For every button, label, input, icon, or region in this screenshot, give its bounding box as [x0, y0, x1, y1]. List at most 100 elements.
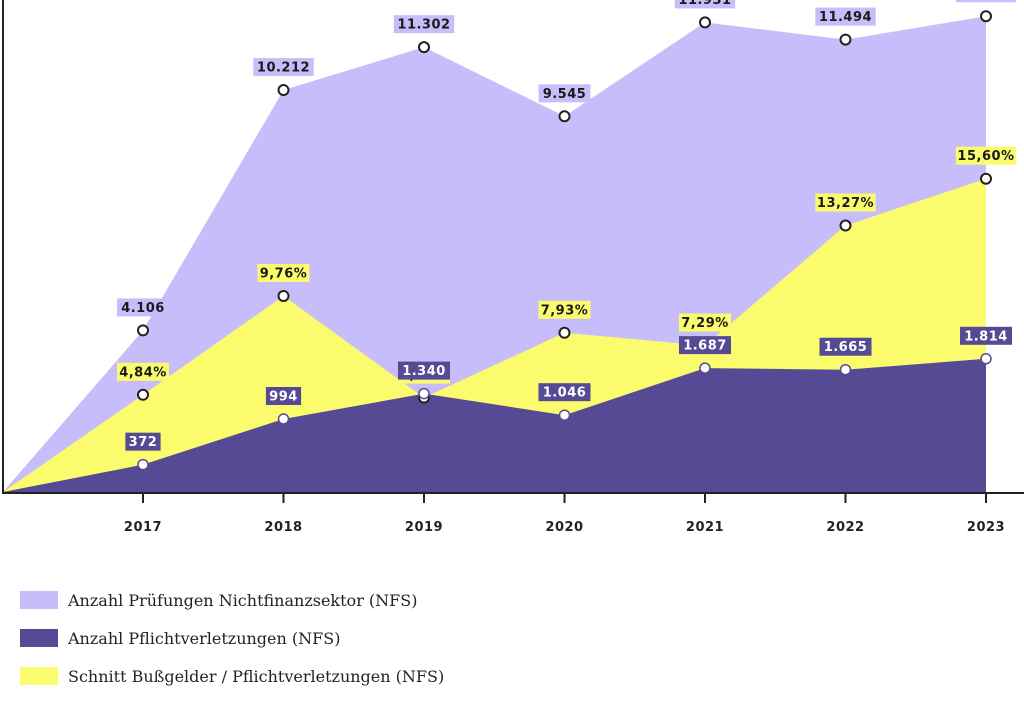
data-label-text: 11.931: [678, 0, 731, 8]
data-label-anzahl-pflichtverletzungen-nfs-2023: 1.814: [960, 326, 1012, 345]
marker-anzahl-pr-fungen-nichtfinanzsektor-nfs-2020: [558, 110, 571, 123]
legend-swatch-bussgelder: [20, 667, 58, 685]
legend-item-bussgelder: Schnitt Bußgelder / Pflichtverletzungen …: [20, 663, 444, 689]
data-label-anzahl-pflichtverletzungen-nfs-2022: 1.665: [819, 337, 872, 356]
marker-schnitt-bu-gelder-pflichtverletzungen-nfs-2017: [137, 388, 149, 401]
data-label-bg: [815, 193, 876, 212]
legend-swatch-pflichtverletzungen: [20, 629, 58, 647]
data-label-text: 13,27%: [817, 196, 874, 211]
data-label-bg: [679, 336, 731, 355]
data-label-bg: [955, 146, 1017, 165]
data-label-bg: [538, 300, 591, 319]
data-label-bg: [398, 361, 450, 380]
data-label-text: 11.302: [397, 18, 450, 33]
data-label-bg: [815, 7, 876, 26]
data-label-text: 10.212: [257, 61, 310, 76]
data-label-bg: [819, 337, 872, 356]
x-tick-label-2019: 2019: [405, 520, 443, 535]
legend-item-pruefungen: Anzahl Prüfungen Nichtfinanzsektor (NFS): [20, 587, 444, 613]
marker-anzahl-pflichtverletzungen-nfs-2018: [277, 413, 290, 425]
data-label-bg: [679, 313, 731, 332]
data-label-bg: [265, 387, 302, 406]
marker-anzahl-pflichtverletzungen-nfs-2017: [137, 458, 149, 471]
legend: Anzahl Prüfungen Nichtfinanzsektor (NFS)…: [20, 587, 444, 701]
data-label-text: 1.340: [402, 364, 446, 379]
data-label-anzahl-pr-fungen-nichtfinanzsektor-nfs-2021: 11.931: [674, 0, 736, 9]
data-label-text: 1.814: [964, 329, 1008, 344]
marker-anzahl-pflichtverletzungen-nfs-2022: [839, 363, 852, 376]
data-label-bg: [393, 15, 455, 34]
marker-anzahl-pr-fungen-nichtfinanzsektor-nfs-2021: [699, 16, 711, 29]
data-label-text: 9.545: [543, 87, 587, 102]
data-label-bg: [955, 0, 1017, 3]
x-tick-label-2021: 2021: [686, 520, 724, 535]
data-label-text: 1.046: [543, 386, 587, 401]
data-label-text: 11.494: [819, 10, 872, 25]
data-label-anzahl-pflichtverletzungen-nfs-2018: 994: [265, 387, 302, 406]
data-label-schnitt-bu-gelder-pflichtverletzungen-nfs-2020: 7,93%: [538, 300, 591, 319]
areas-layer: [3, 16, 986, 493]
data-label-schnitt-bu-gelder-pflichtverletzungen-nfs-2023: 15,60%: [955, 146, 1017, 165]
marker-anzahl-pr-fungen-nichtfinanzsektor-nfs-2022: [839, 33, 852, 46]
marker-schnitt-bu-gelder-pflichtverletzungen-nfs-2023: [980, 172, 992, 185]
data-label-bg: [125, 432, 161, 451]
x-ticks: 2017 2018 2019 2020 2021 2022 2023: [124, 493, 1005, 535]
data-label-anzahl-pr-fungen-nichtfinanzsektor-nfs-2018: 10.212: [253, 58, 314, 77]
data-label-text: 7,29%: [681, 316, 729, 331]
marker-anzahl-pflichtverletzungen-nfs-2023: [980, 353, 992, 365]
data-label-anzahl-pr-fungen-nichtfinanzsektor-nfs-2022: 11.494: [815, 7, 876, 26]
data-label-bg: [674, 0, 736, 9]
data-label-schnitt-bu-gelder-pflichtverletzungen-nfs-2021: 7,29%: [679, 313, 731, 332]
data-label-anzahl-pr-fungen-nichtfinanzsektor-nfs-2017: 4.106: [117, 298, 169, 317]
data-label-anzahl-pflichtverletzungen-nfs-2021: 1.687: [679, 336, 731, 355]
x-tick-label-2023: 2023: [967, 520, 1005, 535]
data-label-bg: [538, 383, 591, 402]
data-label-anzahl-pflichtverletzungen-nfs-2019: 1.340: [398, 361, 450, 380]
data-label-anzahl-pr-fungen-nichtfinanzsektor-nfs-2023: 12.088: [955, 0, 1017, 3]
legend-swatch-pruefungen: [20, 591, 58, 609]
marker-anzahl-pflichtverletzungen-nfs-2021: [699, 362, 711, 374]
data-label-anzahl-pr-fungen-nichtfinanzsektor-nfs-2020: 9.545: [538, 84, 591, 103]
marker-schnitt-bu-gelder-pflichtverletzungen-nfs-2020: [558, 326, 571, 339]
marker-anzahl-pr-fungen-nichtfinanzsektor-nfs-2019: [418, 41, 430, 54]
area-anzahl-pflichtverletzungen-nfs: [3, 358, 986, 492]
legend-item-pflichtverletzungen: Anzahl Pflichtverletzungen (NFS): [20, 625, 444, 651]
data-label-text: 7,93%: [541, 303, 589, 318]
data-labels: 4.106 10.212 11.302 9.545 11.931 11.494 12.088…: [117, 0, 1017, 451]
data-label-text: 994: [269, 390, 298, 405]
marker-schnitt-bu-gelder-pflichtverletzungen-nfs-2022: [839, 219, 852, 232]
data-label-bg: [960, 326, 1012, 345]
legend-label-bussgelder: Schnitt Bußgelder / Pflichtverletzungen …: [68, 666, 445, 686]
data-label-anzahl-pflichtverletzungen-nfs-2017: 372: [125, 432, 161, 451]
legend-label-pruefungen: Anzahl Prüfungen Nichtfinanzsektor (NFS): [68, 590, 418, 610]
data-label-anzahl-pr-fungen-nichtfinanzsektor-nfs-2019: 11.302: [393, 15, 455, 34]
data-label-text: 4.106: [121, 301, 165, 316]
marker-anzahl-pr-fungen-nichtfinanzsektor-nfs-2017: [137, 324, 149, 337]
marker-anzahl-pr-fungen-nichtfinanzsektor-nfs-2023: [980, 10, 992, 23]
data-label-bg: [253, 58, 314, 77]
marker-anzahl-pr-fungen-nichtfinanzsektor-nfs-2018: [277, 84, 290, 97]
data-label-schnitt-bu-gelder-pflichtverletzungen-nfs-2018: 9,76%: [257, 264, 310, 283]
marker-anzahl-pflichtverletzungen-nfs-2020: [558, 409, 571, 421]
data-label-text: 372: [129, 435, 158, 450]
x-tick-label-2020: 2020: [545, 520, 583, 535]
data-label-bg: [117, 298, 169, 317]
data-label-bg: [257, 264, 310, 283]
marker-schnitt-bu-gelder-pflichtverletzungen-nfs-2018: [277, 290, 290, 303]
x-tick-label-2017: 2017: [124, 520, 162, 535]
data-label-text: 12.088: [959, 0, 1012, 2]
data-label-text: 15,60%: [957, 149, 1014, 164]
data-label-anzahl-pflichtverletzungen-nfs-2020: 1.046: [538, 383, 591, 402]
legend-label-pflichtverletzungen: Anzahl Pflichtverletzungen (NFS): [68, 628, 341, 648]
area-chart: 2017 2018 2019 2020 2021 2022 2023 4.106 10.212…: [2, 0, 1024, 535]
data-label-text: 4,84%: [119, 365, 167, 380]
x-tick-label-2018: 2018: [264, 520, 302, 535]
data-label-bg: [117, 362, 169, 381]
data-label-text: 1.665: [824, 340, 868, 355]
data-label-text: 1.687: [683, 339, 727, 354]
marker-anzahl-pflichtverletzungen-nfs-2019: [418, 387, 430, 400]
data-label-schnitt-bu-gelder-pflichtverletzungen-nfs-2022: 13,27%: [815, 193, 876, 212]
x-tick-label-2022: 2022: [826, 520, 864, 535]
data-label-schnitt-bu-gelder-pflichtverletzungen-nfs-2017: 4,84%: [117, 362, 169, 381]
data-label-text: 9,76%: [260, 267, 308, 282]
